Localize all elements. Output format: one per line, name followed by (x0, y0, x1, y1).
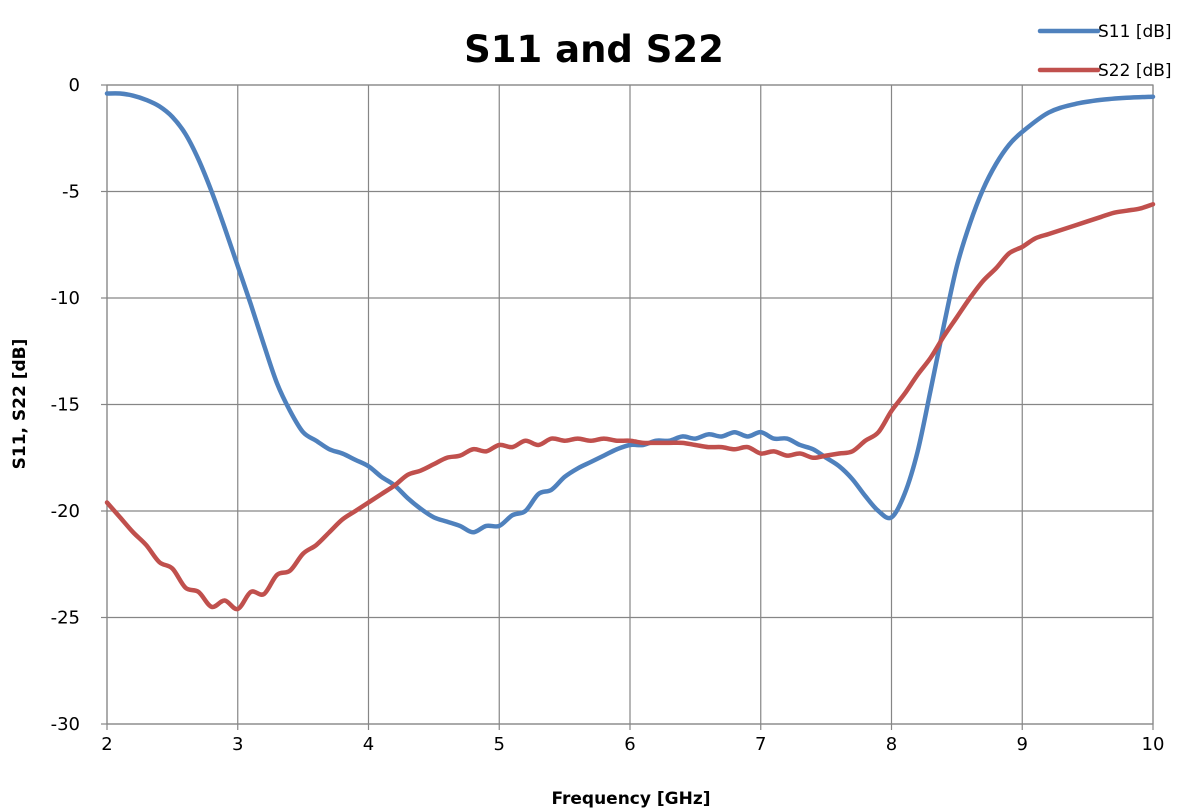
x-tick-label: 6 (624, 734, 635, 755)
y-tick-label: -25 (51, 608, 80, 629)
y-axis-title: S11, S22 [dB] (10, 339, 30, 470)
x-tick-label: 9 (1017, 734, 1028, 755)
x-axis-title: Frequency [GHz] (551, 789, 710, 809)
y-tick-label: 0 (69, 75, 80, 96)
legend-item-s11: S11 [dB] (1037, 22, 1172, 42)
y-axis-ticks: 0 -5 -10 -15 -20 -25 -30 (51, 75, 107, 735)
series-lines (104, 91, 1156, 612)
x-tick-label: 3 (232, 734, 243, 755)
legend-item-s22: S22 [dB] (1037, 61, 1172, 81)
legend-label-s11: S11 [dB] (1098, 22, 1172, 42)
y-tick-label: -5 (62, 182, 80, 203)
legend-label-s22: S22 [dB] (1098, 61, 1172, 81)
y-tick-label: -20 (51, 501, 80, 522)
x-axis-ticks: 2 3 4 5 6 7 8 9 10 (101, 724, 1164, 755)
x-tick-label: 10 (1142, 734, 1165, 755)
x-tick-label: 4 (363, 734, 374, 755)
y-tick-label: -10 (51, 288, 80, 309)
legend: S11 [dB] S22 [dB] (1037, 22, 1172, 81)
series-line-s11 (104, 91, 1156, 535)
series-line-s22 (104, 202, 1156, 612)
y-tick-label: -15 (51, 395, 80, 416)
y-tick-label: -30 (51, 714, 80, 735)
x-tick-label: 8 (886, 734, 897, 755)
x-tick-label: 2 (101, 734, 112, 755)
x-tick-label: 5 (494, 734, 505, 755)
chart-title: S11 and S22 (464, 28, 724, 71)
x-tick-label: 7 (755, 734, 766, 755)
